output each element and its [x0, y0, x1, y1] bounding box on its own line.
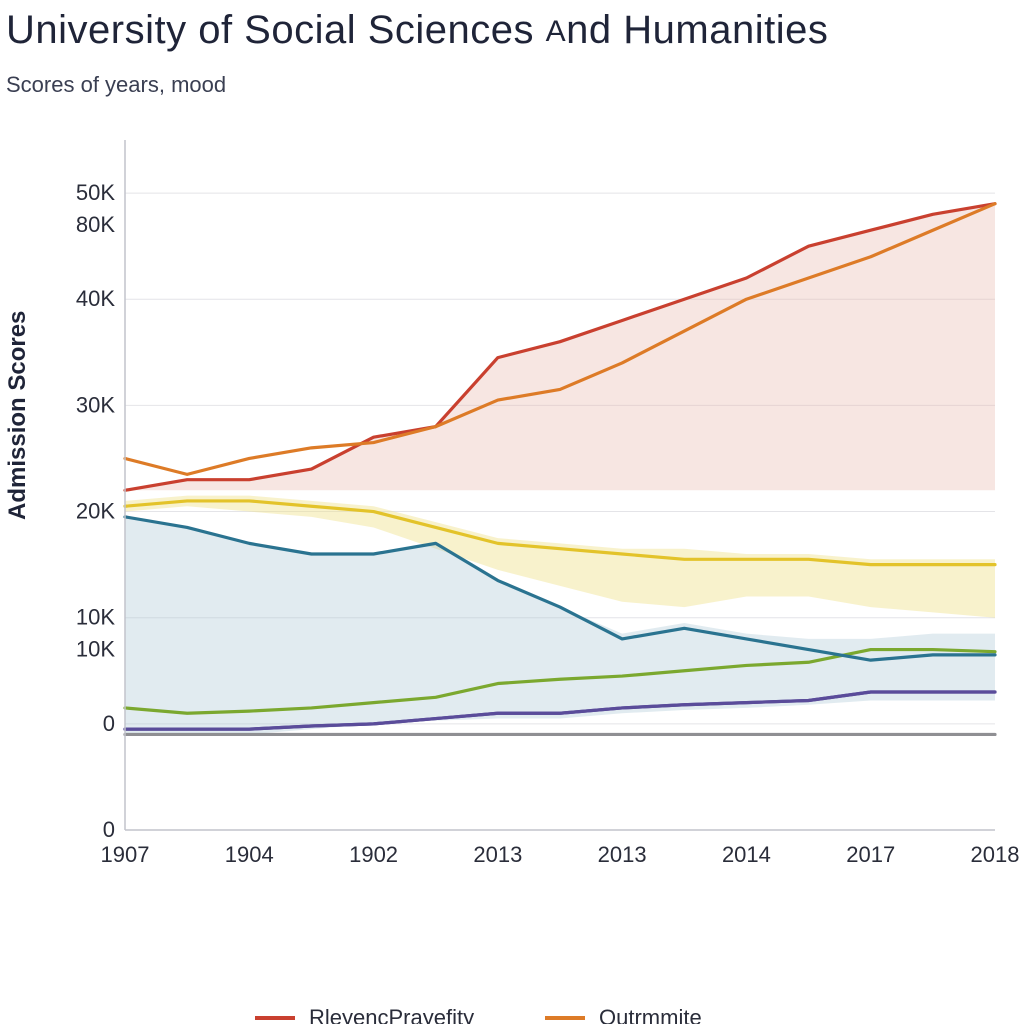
y-tick-label: 30K [76, 392, 115, 417]
y-tick-label: 20K [76, 499, 115, 524]
legend-label: Outrmmite [599, 1005, 702, 1024]
legend: RleyencPrayefityOutrmmiteQue-irPrayefity… [255, 1000, 955, 1024]
chart-title: University of Social Sciences And Humani… [6, 8, 828, 53]
x-tick-label: 2017 [846, 842, 895, 867]
x-tick-labels: 1907 1904 1902 2013 2013 2014 2017 2018 [101, 842, 1020, 867]
legend-swatch [255, 1016, 295, 1020]
legend-item: Outrmmite [545, 1005, 785, 1024]
x-tick-label: 2018 [971, 842, 1020, 867]
y-tick-label: 10K [76, 605, 115, 630]
y-tick-label: 50K [76, 180, 115, 205]
line-chart-svg: 0 0 10K 10K 20K 30K 40K 80K 50K 1907 1904 1902 2013… [30, 120, 1010, 1000]
bands-layer [125, 204, 995, 735]
y-tick-label: 10K [76, 637, 115, 662]
y-tick-label: 80K [76, 212, 115, 237]
y-axis-label: Admission Scores [4, 311, 32, 520]
page: University of Social Sciences And Humani… [0, 0, 1024, 1024]
y-tick-label: 0 [103, 817, 115, 842]
chart-subtitle: Scores of years, mood [6, 72, 226, 98]
x-tick-label: 2013 [598, 842, 647, 867]
y-tick-label: 40K [76, 286, 115, 311]
title-part1: University of Social Sciences [6, 8, 546, 52]
x-tick-label: 1907 [101, 842, 150, 867]
title-part2: nd Humanities [566, 8, 828, 52]
x-tick-label: 1904 [225, 842, 274, 867]
y-tick-label: 0 [103, 711, 115, 736]
chart-area: 0 0 10K 10K 20K 30K 40K 80K 50K 1907 1904 1902 2013… [30, 120, 1010, 1000]
legend-swatch [545, 1016, 585, 1020]
x-tick-label: 2013 [473, 842, 522, 867]
title-small-a: A [546, 15, 567, 48]
x-tick-label: 2014 [722, 842, 771, 867]
y-tick-labels: 0 0 10K 10K 20K 30K 40K 80K 50K [76, 180, 115, 842]
x-tick-label: 1902 [349, 842, 398, 867]
series-area-RleyencPrayefity [125, 204, 995, 491]
legend-label: RleyencPrayefity [309, 1005, 474, 1024]
legend-item: RleyencPrayefity [255, 1005, 535, 1024]
